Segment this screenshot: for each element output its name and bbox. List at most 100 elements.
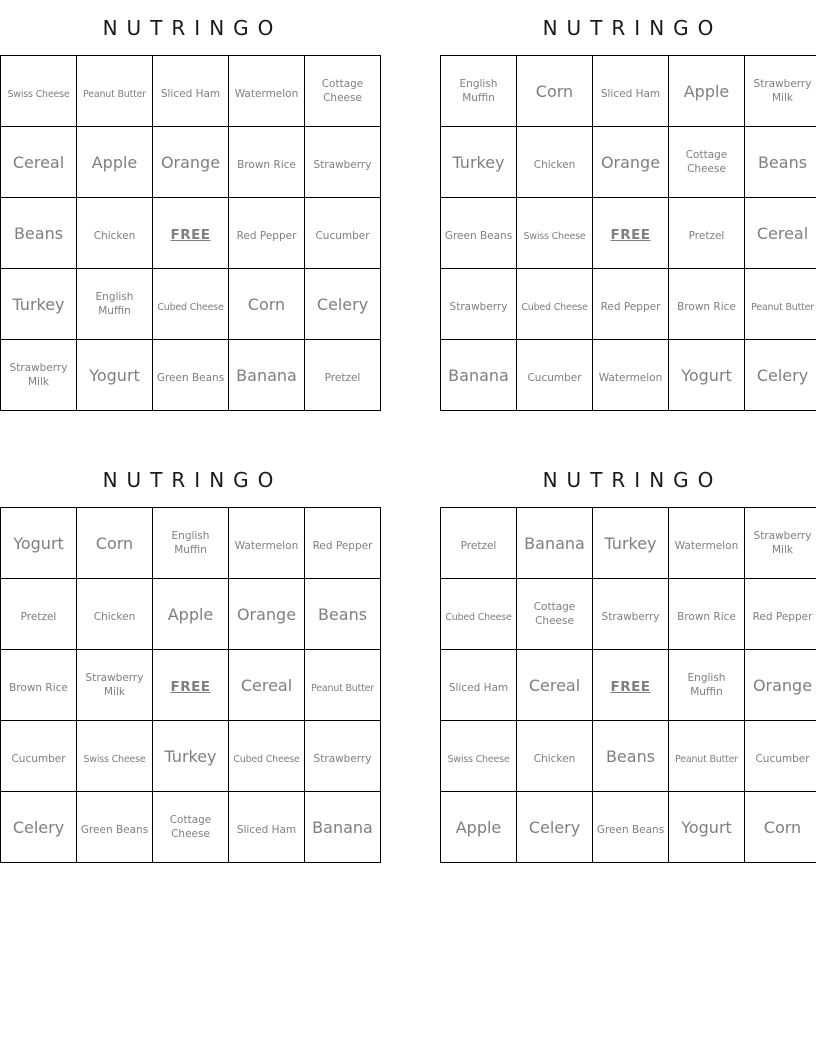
food-item-cell: Apple (440, 791, 517, 863)
food-item-label: Cubed Cheese (157, 301, 224, 313)
food-item-cell: Red Pepper (592, 268, 669, 340)
food-item-cell: Cubed Cheese (516, 268, 593, 340)
food-item-cell: Beans (0, 197, 77, 269)
food-item-cell: English Muffin (668, 649, 745, 721)
food-item-cell: Yogurt (0, 507, 77, 579)
food-item-cell: Chicken (516, 720, 593, 792)
bingo-row: Turkey English Muffin Cubed Cheese Corn Cele… (0, 268, 381, 340)
free-space-cell: FREE (152, 197, 229, 269)
food-item-cell: Apple (668, 55, 745, 127)
food-item-label: Yogurt (681, 365, 732, 385)
food-item-label: English Muffin (171, 529, 210, 556)
food-item-cell: Banana (304, 791, 381, 863)
food-item-label: Celery (12, 817, 65, 837)
food-item-label: Turkey (452, 152, 505, 172)
food-item-label: Watermelon (234, 87, 299, 100)
food-item-label: Watermelon (234, 539, 299, 552)
bingo-row: Yogurt Corn English Muffin Watermelon Red Pe… (0, 507, 381, 579)
food-item-cell: Brown Rice (228, 126, 305, 198)
food-item-cell: Swiss Cheese (0, 55, 77, 127)
food-item-label: Peanut Butter (311, 682, 374, 694)
food-item-cell: Cereal (228, 649, 305, 721)
food-item-label: Pretzel (324, 371, 361, 384)
bingo-row: Cucumber Swiss Cheese Turkey Cubed Cheese St… (0, 720, 381, 792)
food-item-label: Watermelon (674, 539, 739, 552)
bingo-row: Swiss Cheese Peanut Butter Sliced Ham Water… (0, 55, 381, 127)
food-item-cell: Cubed Cheese (440, 578, 517, 650)
food-item-label: Cucumber (11, 752, 66, 765)
food-item-cell: Corn (228, 268, 305, 340)
food-item-label: Apple (167, 604, 214, 624)
food-item-label: Brown Rice (237, 158, 296, 171)
food-item-label: Strawberry (313, 158, 372, 171)
food-item-cell: Strawberry Milk (744, 507, 816, 579)
food-item-label: Green Beans (444, 229, 513, 242)
free-space-cell: FREE (152, 649, 229, 721)
food-item-label: Strawberry (601, 610, 660, 623)
food-item-label: Cubed Cheese (233, 753, 300, 765)
food-item-cell: Beans (592, 720, 669, 792)
food-item-label: Beans (757, 152, 808, 172)
bingo-row: Turkey Chicken Orange Cottage Cheese Beans (440, 126, 816, 198)
food-item-label: Chicken (533, 752, 576, 765)
food-item-cell: Cucumber (0, 720, 77, 792)
bingo-grid: Swiss Cheese Peanut Butter Sliced Ham Water… (0, 55, 381, 411)
food-item-label: English Muffin (459, 77, 498, 104)
food-item-cell: Brown Rice (668, 268, 745, 340)
food-item-label: Swiss Cheese (523, 230, 586, 242)
bingo-row: Pretzel Banana Turkey Watermelon Strawberry … (440, 507, 816, 579)
free-space-cell: FREE (592, 197, 669, 269)
food-item-label: Green Beans (156, 371, 225, 384)
food-item-label: Sliced Ham (236, 823, 297, 836)
food-item-cell: Cottage Cheese (668, 126, 745, 198)
food-item-cell: Pretzel (0, 578, 77, 650)
food-item-cell: Orange (592, 126, 669, 198)
food-item-cell: Red Pepper (744, 578, 816, 650)
food-item-cell: Banana (440, 339, 517, 411)
food-item-label: Chicken (93, 229, 136, 242)
food-item-label: Pretzel (688, 229, 725, 242)
food-item-cell: Yogurt (76, 339, 153, 411)
food-item-cell: Red Pepper (228, 197, 305, 269)
food-item-cell: Strawberry Milk (0, 339, 77, 411)
food-item-label: Corn (95, 533, 134, 553)
food-item-cell: Banana (228, 339, 305, 411)
bingo-row: Strawberry Milk Yogurt Green Beans Banana Pr… (0, 339, 381, 411)
bingo-row: Pretzel Chicken Apple Orange Beans (0, 578, 381, 650)
food-item-label: Cereal (240, 675, 293, 695)
bingo-card-3: NUTRINGO Yogurt Corn English Muffin Waterme… (0, 452, 381, 863)
free-space-label: FREE (170, 678, 211, 695)
bingo-card-1: NUTRINGO Swiss Cheese Peanut Butter Sliced… (0, 0, 381, 411)
food-item-label: Orange (236, 604, 297, 624)
food-item-label: Turkey (12, 294, 65, 314)
food-item-label: Cereal (528, 675, 581, 695)
food-item-cell: Corn (516, 55, 593, 127)
food-item-label: Cereal (12, 152, 65, 172)
food-item-label: Sliced Ham (600, 87, 661, 100)
food-item-label: Swiss Cheese (7, 88, 70, 100)
food-item-label: Brown Rice (9, 681, 68, 694)
food-item-cell: Strawberry (304, 720, 381, 792)
food-item-cell: Corn (744, 791, 816, 863)
food-item-label: Red Pepper (236, 229, 297, 242)
food-item-label: Yogurt (89, 365, 140, 385)
food-item-label: Strawberry Milk (753, 77, 812, 104)
food-item-label: Orange (600, 152, 661, 172)
food-item-label: Cereal (756, 223, 809, 243)
food-item-cell: Green Beans (76, 791, 153, 863)
food-item-cell: Watermelon (668, 507, 745, 579)
free-space-label: FREE (610, 226, 651, 243)
food-item-label: Peanut Butter (751, 301, 814, 313)
food-item-label: Brown Rice (677, 300, 736, 313)
food-item-label: Red Pepper (312, 539, 373, 552)
card-title: NUTRINGO (102, 467, 283, 492)
food-item-cell: Orange (152, 126, 229, 198)
food-item-label: Cottage Cheese (321, 77, 364, 104)
food-item-cell: Green Beans (152, 339, 229, 411)
food-item-cell: Peanut Butter (304, 649, 381, 721)
food-item-label: Beans (317, 604, 368, 624)
free-space-label: FREE (610, 678, 651, 695)
food-item-label: Cottage Cheese (169, 813, 212, 840)
food-item-label: Sliced Ham (448, 681, 509, 694)
food-item-cell: Watermelon (228, 507, 305, 579)
